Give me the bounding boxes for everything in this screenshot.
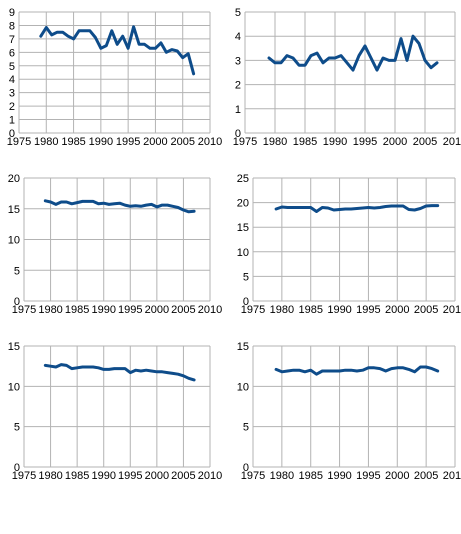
y-tick-label: 0	[243, 296, 249, 308]
y-tick-label: 4	[9, 74, 15, 86]
x-tick-label: 1980	[270, 470, 294, 482]
y-tick-label: 0	[14, 296, 20, 308]
x-tick-label: 2005	[414, 470, 438, 482]
series-line	[39, 25, 196, 76]
x-tick-label: 1995	[118, 304, 142, 316]
x-tick-label: 1995	[118, 470, 142, 482]
chart-panel-3: 1975 1980 1985 1990 1995 2000 2005 2010 0 5 10 15 20	[8, 173, 222, 316]
x-tick-label: 1985	[61, 136, 85, 148]
y-tick-label: 0	[243, 462, 249, 474]
y-tick-label: 3	[235, 55, 241, 67]
y-tick-label: 15	[8, 204, 20, 216]
x-tick-label: 1995	[353, 136, 377, 148]
x-tick-label: 1985	[298, 470, 322, 482]
x-tick-label: 2005	[414, 304, 438, 316]
y-tick-label: 7	[9, 34, 15, 46]
y-tick-label: 10	[237, 381, 249, 393]
y-tick-label: 6	[9, 47, 15, 59]
y-tick-label: 15	[237, 222, 249, 234]
x-tick-label: 1980	[38, 304, 62, 316]
x-tick-label: 1985	[298, 304, 322, 316]
x-tick-label: 2010	[443, 470, 461, 482]
x-tick-label: 1975	[233, 136, 257, 148]
x-tick-label: 2005	[413, 136, 437, 148]
x-tick-label: 1980	[38, 470, 62, 482]
y-tick-label: 5	[14, 265, 20, 277]
y-tick-label: 2	[235, 80, 241, 92]
x-tick-label: 1975	[241, 304, 265, 316]
y-tick-label: 5	[9, 61, 15, 73]
x-tick-label: 1990	[91, 304, 115, 316]
x-tick-label: 2010	[443, 136, 461, 148]
x-tick-label: 2010	[198, 136, 222, 148]
y-tick-label: 25	[237, 173, 249, 185]
chart-panel-1: 1975 1980 1985 1990 1995 2000 2005 2010 01 23 45 67…	[7, 7, 222, 148]
x-tick-label: 2010	[198, 304, 222, 316]
series-line	[43, 363, 196, 382]
x-tick-label: 1975	[241, 470, 265, 482]
x-tick-label: 1975	[7, 136, 31, 148]
series-line	[274, 204, 440, 213]
x-tick-label: 2010	[198, 470, 222, 482]
y-tick-label: 1	[9, 115, 15, 127]
y-tick-label: 0	[9, 128, 15, 140]
y-tick-label: 5	[243, 422, 249, 434]
x-tick-label: 1995	[116, 136, 140, 148]
chart-panel-6: 1975 1980 1985 1990 1995 2000 2005 2010 0 5 10 15	[237, 341, 461, 482]
y-tick-label: 5	[14, 422, 20, 434]
chart-panel-2: 1975 1980 1985 1990 1995 2000 2005 2010 0 1 2 3 4 5	[233, 7, 461, 148]
x-tick-label: 1990	[323, 136, 347, 148]
x-tick-label: 2000	[385, 470, 409, 482]
x-tick-label: 1980	[270, 304, 294, 316]
y-tick-label: 0	[14, 462, 20, 474]
x-tick-label: 2005	[171, 304, 195, 316]
y-tick-label: 10	[8, 381, 20, 393]
x-tick-label: 2010	[443, 304, 461, 316]
y-tick-label: 20	[237, 198, 249, 210]
x-tick-label: 2000	[385, 304, 409, 316]
y-tick-label: 9	[9, 7, 15, 19]
y-tick-label: 5	[243, 271, 249, 283]
x-tick-label: 1985	[65, 304, 89, 316]
y-tick-label: 8	[9, 20, 15, 32]
x-tick-label: 1980	[263, 136, 287, 148]
y-tick-label: 10	[237, 247, 249, 259]
y-tick-label: 2	[9, 101, 15, 113]
x-tick-label: 1985	[65, 470, 89, 482]
x-tick-label: 1975	[12, 304, 36, 316]
series-line	[274, 365, 440, 376]
y-tick-label: 15	[8, 341, 20, 353]
y-tick-label: 20	[8, 173, 20, 185]
x-tick-label: 1980	[34, 136, 58, 148]
y-tick-label: 0	[235, 128, 241, 140]
x-tick-label: 1985	[293, 136, 317, 148]
x-tick-label: 2005	[170, 136, 194, 148]
x-tick-label: 1990	[327, 304, 351, 316]
chart-panel-4: 1975 1980 1985 1990 1995 2000 2005 2010 0 5 10 15 20…	[237, 173, 461, 316]
x-tick-label: 2000	[145, 470, 169, 482]
y-tick-label: 1	[235, 104, 241, 116]
y-tick-label: 10	[8, 235, 20, 247]
x-tick-label: 1995	[356, 304, 380, 316]
series-line	[43, 199, 196, 214]
x-tick-label: 1990	[91, 470, 115, 482]
x-tick-label: 1990	[327, 470, 351, 482]
x-tick-label: 2000	[383, 136, 407, 148]
x-tick-label: 1990	[89, 136, 113, 148]
x-tick-label: 2000	[143, 136, 167, 148]
x-tick-label: 1975	[12, 470, 36, 482]
y-tick-label: 3	[9, 88, 15, 100]
chart-panel-5: 1975 1980 1985 1990 1995 2000 2005 2010 0 5 10 15	[8, 341, 222, 482]
x-tick-label: 1995	[356, 470, 380, 482]
x-tick-label: 2000	[145, 304, 169, 316]
y-tick-label: 4	[235, 31, 241, 43]
series-line	[267, 34, 439, 72]
y-tick-label: 5	[235, 7, 241, 19]
x-tick-label: 2005	[171, 470, 195, 482]
y-tick-label: 15	[237, 341, 249, 353]
